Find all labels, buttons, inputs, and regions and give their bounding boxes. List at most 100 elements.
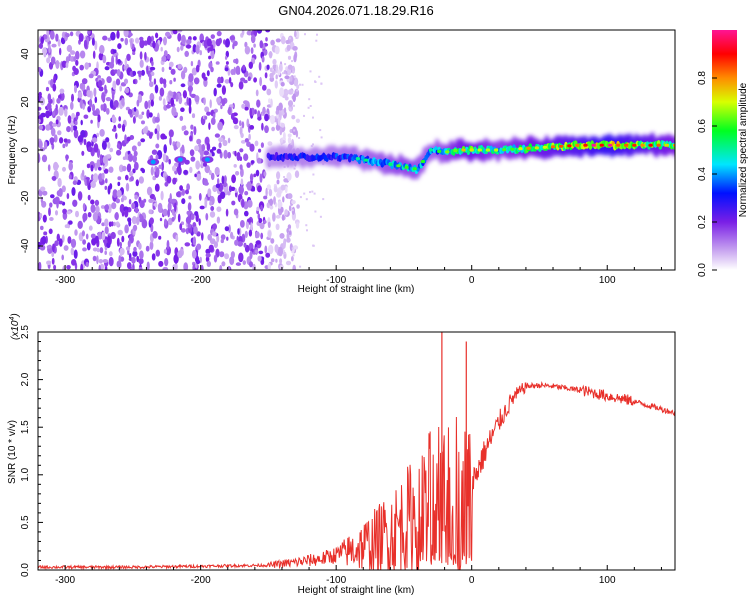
noise-blob [58,188,63,197]
noise-blob [120,37,124,42]
noise-blob [191,249,197,259]
noise-blob [50,56,56,65]
noise-blob [151,149,158,155]
noise-blob [292,46,298,51]
noise-blob [174,202,177,212]
noise-blob [96,248,100,253]
noise-blob [187,202,192,212]
noise-blob [279,258,283,264]
noise-blob [169,91,174,97]
noise-blob [49,217,54,221]
noise-blob [167,209,171,218]
noise-blob [216,234,220,243]
noise-blob [84,62,89,70]
noise-blob [77,191,83,201]
noise-blob [215,38,221,47]
colorbar: 0.0 0.2 0.4 0.6 0.8 Normalized spectral ampl… [697,30,749,277]
noise-blob [275,214,281,219]
noise-blob [241,121,245,129]
noise-blob [220,238,224,244]
noise-dot [322,198,325,201]
trace-peak [493,148,499,152]
noise-blob [119,203,125,214]
noise-blob [75,50,80,60]
noise-blob [51,122,57,127]
noise-blob [205,213,209,221]
noise-blob [53,264,57,270]
noise-blob [261,122,264,131]
noise-blob [147,99,151,109]
noise-blob [210,34,215,39]
noise-blob [86,242,91,251]
noise-dot [291,91,294,94]
noise-blob [91,103,96,112]
noise-blob [191,67,197,76]
noise-blob [85,261,90,268]
noise-blob [173,254,179,264]
snr-ytick-label: 1.0 [20,467,31,481]
noise-blob [92,212,98,222]
noise-dot [319,215,322,218]
noise-blob [295,118,300,124]
noise-blob [167,201,172,212]
noise-blob [81,230,85,237]
noise-blob [241,198,245,208]
noise-blob [296,84,300,89]
noise-dot [299,83,301,86]
noise-blob [117,59,121,64]
noise-blob [105,97,111,102]
noise-blob [159,217,163,222]
noise-blob [243,153,249,161]
noise-blob [233,125,239,130]
spectrogram-ytick-label: 40 [20,48,31,60]
noise-blob [201,232,204,241]
noise-blob [146,109,150,119]
noise-blob [253,43,256,48]
noise-blob [138,114,143,120]
noise-blob [132,154,137,163]
noise-blob [257,116,262,121]
noise-blob [40,36,44,45]
colorbar-tick-label: 0.2 [697,215,708,229]
noise-blob [195,160,201,170]
noise-dot [292,104,295,107]
noise-blob [104,250,107,255]
noise-blob [204,106,210,113]
noise-blob [116,30,120,39]
noise-blob [48,44,51,54]
noise-blob [288,205,292,212]
trace-peak [632,143,637,147]
noise-dot [310,144,313,147]
noise-blob [86,176,90,186]
noise-blob [225,38,231,48]
noise-blob [270,238,275,244]
noise-blob [284,209,289,216]
noise-blob [224,253,230,260]
noise-blob [240,178,244,186]
noise-blob [216,30,222,37]
noise-blob [103,168,109,174]
noise-blob [107,37,112,42]
trace-peak [656,143,661,147]
noise-blob [144,51,147,61]
noise-blob [45,86,50,92]
noise-blob [108,251,113,257]
spectrogram-ytick-label: -40 [20,238,31,253]
noise-blob [239,164,243,170]
noise-blob [133,224,138,232]
noise-blob [99,263,105,270]
noise-blob [280,82,285,87]
noise-blob [188,73,194,83]
noise-blob [184,242,191,247]
noise-dot [284,63,287,66]
noise-blob [180,70,186,80]
noise-blob [168,129,174,138]
snr-line [38,381,675,570]
noise-blob [224,226,230,232]
noise-blob [159,87,165,97]
noise-blob [277,69,281,76]
noise-blob [50,127,56,137]
noise-dot [312,116,314,119]
noise-blob [125,174,129,181]
noise-blob [233,208,239,216]
